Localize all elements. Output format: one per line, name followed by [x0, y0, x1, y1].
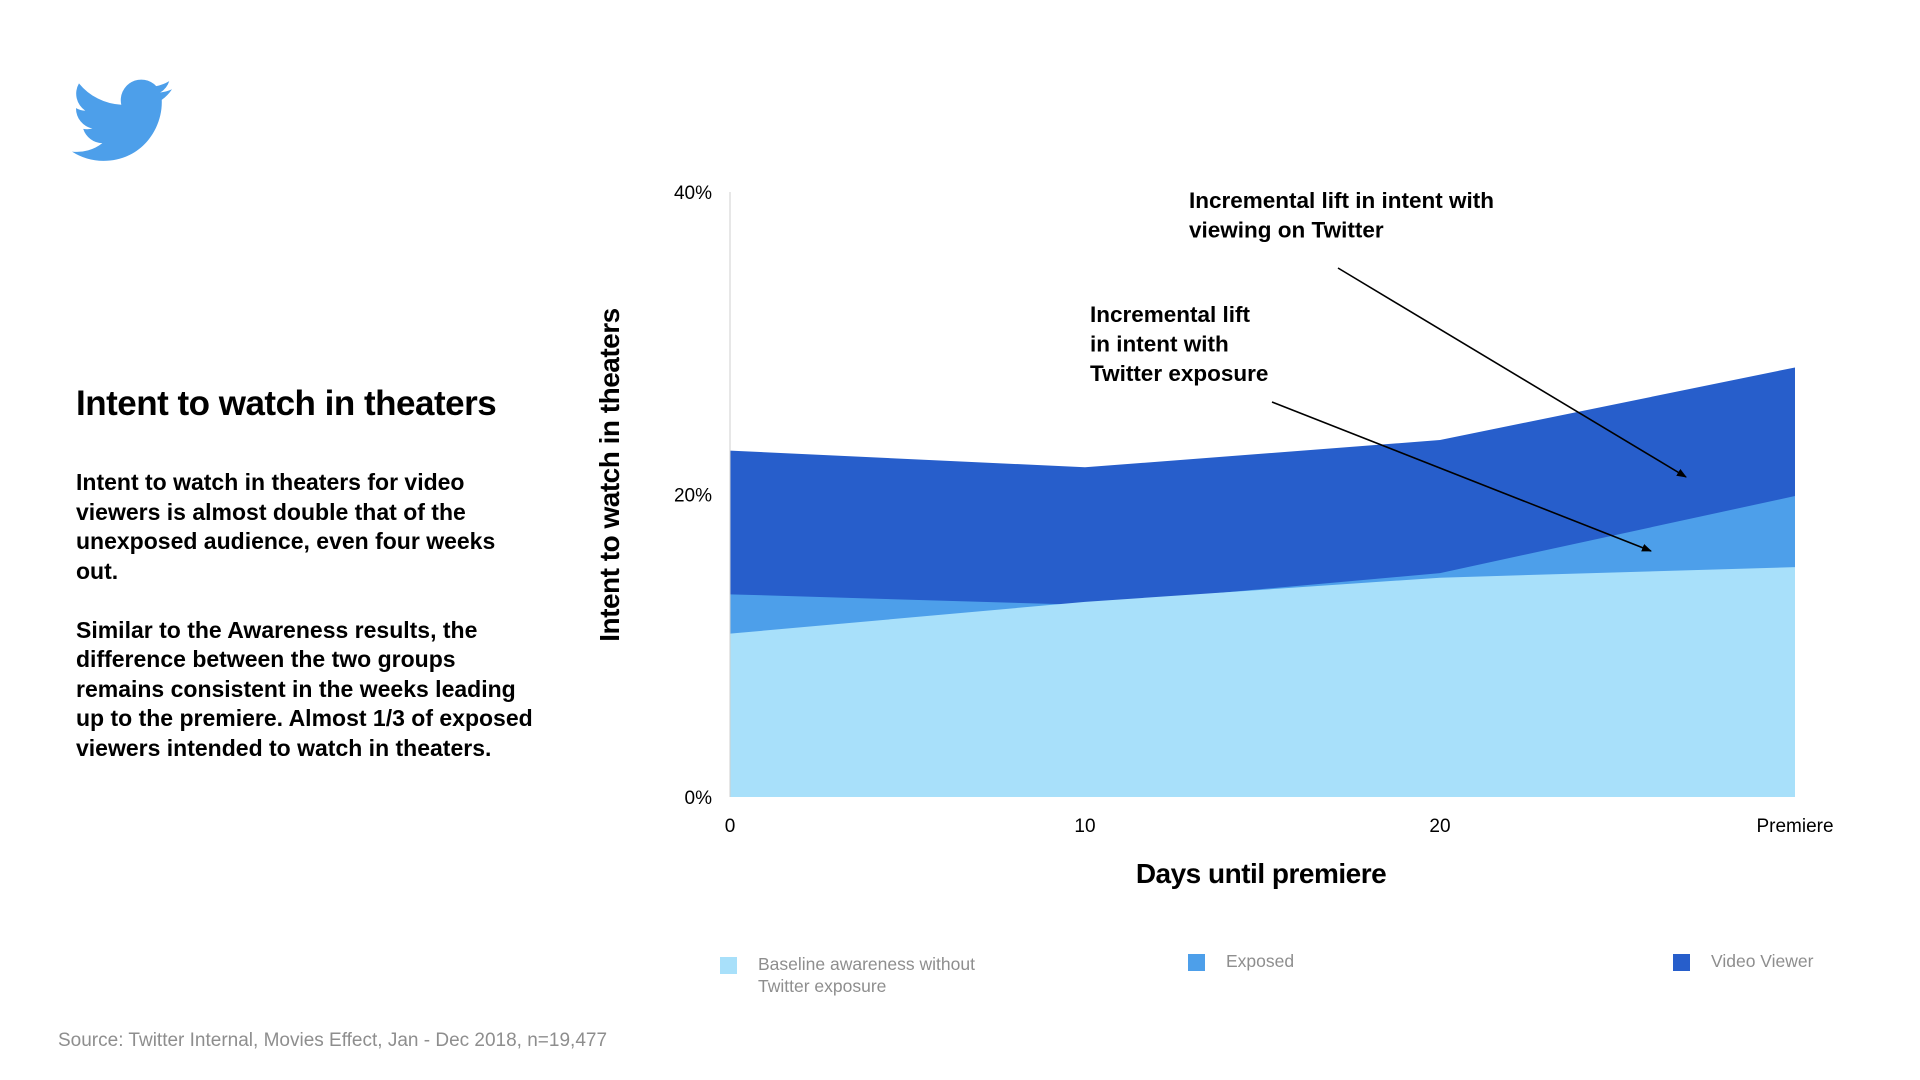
x-tick-label: 0 [725, 816, 736, 837]
description-paragraph-1: Intent to watch in theaters for video vi… [76, 469, 496, 584]
description: Intent to watch in theaters for video vi… [76, 468, 536, 793]
legend-swatch-exposed [1188, 954, 1205, 971]
page-title: Intent to watch in theaters [76, 384, 497, 423]
legend-swatch-baseline [720, 957, 737, 974]
y-tick-label: 40% [674, 183, 712, 204]
legend-item-baseline: Baseline awareness without Twitter expos… [720, 953, 990, 997]
x-tick-label: 20 [1429, 816, 1450, 837]
legend-swatch-video-viewer [1673, 954, 1690, 971]
annotation-exposure-text: Incremental lift in intent with Twitter ex… [1090, 302, 1268, 386]
legend-label-baseline: Baseline awareness without Twitter expos… [758, 954, 975, 996]
x-axis-label: Days until premiere [1136, 858, 1386, 889]
y-tick-label: 0% [685, 788, 713, 809]
legend-label-exposed: Exposed [1226, 951, 1295, 971]
annotation-exposure-arrow [1271, 401, 1652, 552]
area-baseline-awareness-without-twitter-exposure [730, 567, 1795, 797]
x-tick-label: 10 [1074, 816, 1095, 837]
legend-item-video-viewer: Video Viewer [1673, 950, 1920, 972]
y-tick-labels: 0% 20% 40% [674, 183, 712, 809]
twitter-bird-icon [72, 79, 172, 161]
annotation-exposure: Incremental lift in intent with Twitter ex… [1090, 302, 1652, 552]
legend-item-exposed: Exposed [1188, 950, 1466, 972]
x-tick-label: Premiere [1756, 816, 1833, 837]
source-note: Source: Twitter Internal, Movies Effect,… [58, 1030, 608, 1051]
annotation-viewing: Incremental lift in intent with viewing o… [1189, 188, 1687, 478]
x-tick-labels: 0 10 20 Premiere [725, 816, 1834, 837]
legend-label-video-viewer: Video Viewer [1711, 951, 1814, 971]
description-paragraph-2: Similar to the Awareness results, the di… [76, 616, 533, 761]
annotation-viewing-arrow [1337, 267, 1687, 478]
y-tick-label: 20% [674, 486, 712, 507]
y-axis-label: Intent to watch in theaters [594, 308, 625, 641]
annotation-viewing-text: Incremental lift in intent with viewing o… [1189, 188, 1494, 243]
series-areas [730, 367, 1795, 797]
